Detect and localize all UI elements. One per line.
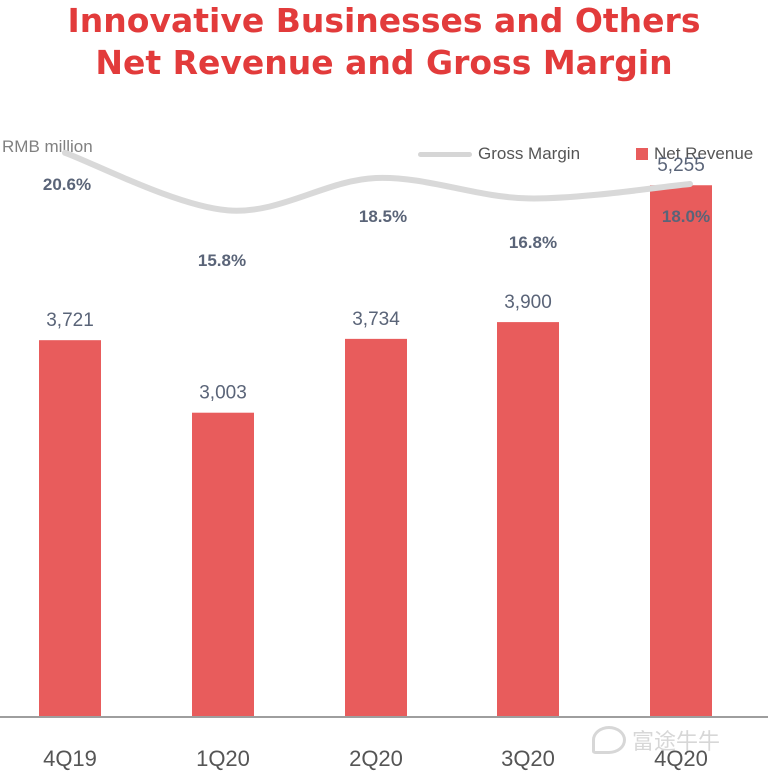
bar-value-label: 3,734	[352, 309, 400, 330]
x-tick-label: 1Q20	[196, 746, 250, 771]
legend-gross-margin: Gross Margin	[418, 144, 580, 164]
gross-margin-label: 18.0%	[662, 207, 710, 226]
watermark-text: 富途牛牛	[632, 730, 721, 755]
chart-title: Innovative Businesses and Others Net Rev…	[0, 0, 768, 84]
gross-margin-line	[62, 149, 693, 214]
bar-4Q20	[650, 185, 712, 716]
bar-value-label: 3,721	[46, 310, 94, 331]
watermark-logo-icon	[592, 726, 626, 754]
legend-net-revenue-label: Net Revenue	[654, 144, 754, 163]
watermark: 富途牛牛	[592, 724, 720, 756]
unit-label: RMB million	[2, 137, 93, 156]
legend-line-swatch	[418, 151, 472, 157]
title-line-2: Net Revenue and Gross Margin	[95, 43, 673, 82]
bar-1Q20	[192, 412, 254, 716]
bar-4Q19	[39, 340, 101, 716]
bar-value-label: 3,003	[199, 383, 247, 404]
bar-2Q20	[345, 338, 407, 716]
legend-gross-margin-label: Gross Margin	[478, 144, 581, 163]
gross-margin-label: 16.8%	[509, 233, 557, 252]
bar-value-label: 3,900	[504, 292, 552, 313]
gross-margin-label: 20.6%	[43, 175, 91, 194]
x-tick-label: 4Q20	[654, 746, 708, 771]
bar-value-label: 5,255	[657, 155, 705, 176]
gross-margin-label: 18.5%	[359, 207, 407, 226]
gross-margin-label: 15.8%	[198, 251, 246, 270]
x-tick-label: 2Q20	[349, 746, 403, 771]
title-line-1: Innovative Businesses and Others	[67, 1, 701, 40]
legend-bar-swatch	[636, 148, 648, 160]
x-tick-label: 4Q19	[43, 746, 97, 771]
x-tick-label: 3Q20	[501, 746, 555, 771]
legend-net-revenue: Net Revenue	[636, 144, 753, 164]
bar-3Q20	[497, 322, 559, 716]
